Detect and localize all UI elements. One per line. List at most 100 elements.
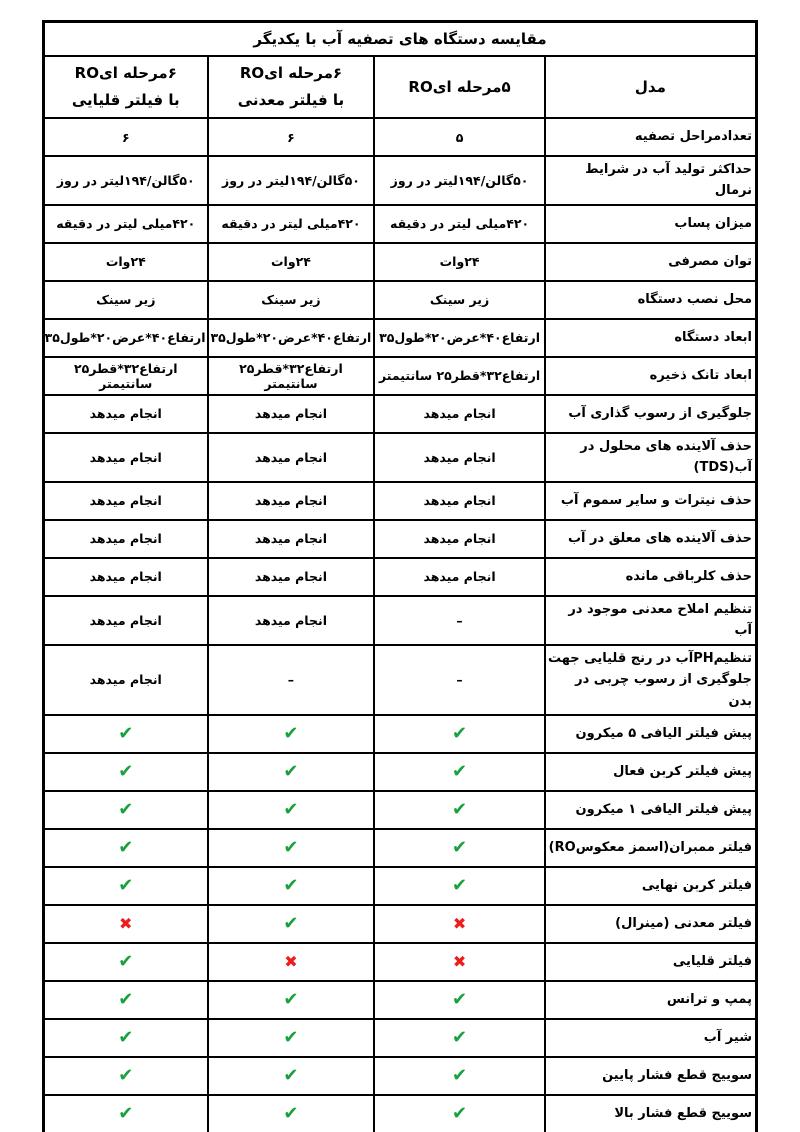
table-row: فیلتر قلیایی ✖ ✖ ✔ [42, 941, 758, 982]
check-icon: ✔ [373, 1093, 546, 1132]
check-icon: ✔ [206, 865, 376, 906]
cell-value: ارتفاع۳۲*قطر۲۵ سانتیمتر [42, 355, 209, 396]
table-row: فیلتر ممبران(اسمز معکوسRO) ✔ ✔ ✔ [42, 827, 758, 868]
cell-value: انجام میدهد [373, 480, 546, 521]
check-icon: ✔ [373, 1055, 546, 1096]
cell-value: انجام میدهد [42, 556, 209, 597]
cell-value: ۵۰گالن/۱۹۴لیتر در روز [206, 155, 376, 206]
row-label: حذف آلاینده های محلول در آب(TDS) [543, 431, 758, 483]
check-icon: ✔ [373, 751, 546, 792]
row-label: فیلتر ممبران(اسمز معکوسRO) [543, 827, 758, 868]
table-row: جلوگیری از رسوب گذاری آب انجام میدهد انجام… [42, 393, 758, 434]
check-icon: ✔ [42, 713, 209, 754]
table-row: فیلتر معدنی (مینرال) ✖ ✔ ✖ [42, 903, 758, 944]
row-label: تنظیم املاح معدنی موجود در آب [543, 594, 758, 646]
check-icon: ✔ [206, 1093, 376, 1132]
cell-value: – [206, 643, 376, 716]
row-label: پیش فیلتر الیافی ۱ میکرون [543, 789, 758, 830]
row-label: ابعاد دستگاه [543, 317, 758, 358]
table-row: میزان پساب ۴۲۰میلی لیتر در دقیقه ۴۲۰میلی ل… [42, 203, 758, 244]
cell-value: زیر سینک [42, 279, 209, 320]
row-label: توان مصرفی [543, 241, 758, 282]
table-row: تنظیم املاح معدنی موجود در آب – انجام میده… [42, 594, 758, 646]
row-label: پیش فیلتر کربن فعال [543, 751, 758, 792]
column-header-model: مدل [543, 55, 758, 119]
row-label: فیلتر معدنی (مینرال) [543, 903, 758, 944]
check-icon: ✔ [206, 713, 376, 754]
table-row: حداکثر تولید آب در شرایط نرمال ۵۰گالن/۱۹۴… [42, 155, 758, 206]
column-header-ro-5-stage: ۵مرحله ایRO [373, 55, 546, 119]
row-label: میزان پساب [543, 203, 758, 244]
table-row: سوییج قطع فشار بالا ✔ ✔ ✔ [42, 1093, 758, 1132]
title-row: مقایسه دستگاه های تصفیه آب با یکدیگر [42, 20, 758, 57]
comparison-table: مقایسه دستگاه های تصفیه آب با یکدیگر مدل… [42, 20, 758, 1132]
check-icon: ✔ [206, 1055, 376, 1096]
cell-value: ۲۴وات [206, 241, 376, 282]
cell-value: انجام میدهد [373, 518, 546, 559]
row-label: سوییج قطع فشار پایین [543, 1055, 758, 1096]
cell-value: – [373, 643, 546, 716]
check-icon: ✔ [42, 827, 209, 868]
table-row: پمپ و ترانس ✔ ✔ ✔ [42, 979, 758, 1020]
cell-value: انجام میدهد [42, 518, 209, 559]
column-header-ro-6-stage-alkaline: ۶مرحله ایRO با فیلتر قلیایی [42, 55, 209, 119]
row-label: جلوگیری از رسوب گذاری آب [543, 393, 758, 434]
check-icon: ✔ [206, 979, 376, 1020]
row-label: پمپ و ترانس [543, 979, 758, 1020]
cell-value: ۶ [42, 117, 209, 157]
cell-value: انجام میدهد [206, 431, 376, 483]
cell-value: ۴۲۰میلی لیتر در دقیقه [42, 203, 209, 244]
check-icon: ✔ [206, 903, 376, 944]
row-label: حذف کلرباقی مانده [543, 556, 758, 597]
table-row: تنظیمPHآب در رنج قلیایی جهت جلوگیری از ر… [42, 643, 758, 716]
cell-value: انجام میدهد [373, 556, 546, 597]
row-label: فیلتر کربن نهایی [543, 865, 758, 906]
table-row: محل نصب دستگاه زیر سینک زیر سینک زیر سینک [42, 279, 758, 320]
cell-value: ۵ [373, 117, 546, 157]
check-icon: ✔ [206, 827, 376, 868]
check-icon: ✔ [206, 751, 376, 792]
cell-value: ۲۴وات [373, 241, 546, 282]
table-row: حذف آلاینده های محلول در آب(TDS) انجام می… [42, 431, 758, 483]
check-icon: ✔ [373, 827, 546, 868]
cell-value: ۶ [206, 117, 376, 157]
cell-value: انجام میدهد [206, 393, 376, 434]
cell-value: ۴۲۰میلی لیتر در دقیقه [373, 203, 546, 244]
table-row: شیر آب ✔ ✔ ✔ [42, 1017, 758, 1058]
row-label: حداکثر تولید آب در شرایط نرمال [543, 155, 758, 206]
cell-value: ارتفاع۴۰*عرض۲۰*طول۳۵ [373, 317, 546, 358]
cell-value: انجام میدهد [373, 393, 546, 434]
cell-value: زیر سینک [206, 279, 376, 320]
cell-value: ارتفاع۳۲*قطر۲۵ سانتیمتر [373, 355, 546, 396]
table-row: تعدادمراحل تصفیه ۵ ۶ ۶ [42, 117, 758, 157]
row-label: فیلتر قلیایی [543, 941, 758, 982]
table-row: حذف کلرباقی مانده انجام میدهد انجام میدهد ا… [42, 556, 758, 597]
comparison-rows: تعدادمراحل تصفیه ۵ ۶ ۶ حداکثر تولید آب در شر… [42, 117, 758, 1132]
check-icon: ✔ [42, 865, 209, 906]
cell-value: انجام میدهد [42, 594, 209, 646]
header-row: مدل ۵مرحله ایRO ۶مرحله ایRO با فیلتر معد… [42, 55, 758, 119]
cell-value: ارتفاع۴۰*عرض۲۰*طول۳۵ [42, 317, 209, 358]
cell-value: زیر سینک [373, 279, 546, 320]
row-label: ابعاد تانک ذخیره [543, 355, 758, 396]
check-icon: ✔ [42, 941, 209, 982]
cell-value: ۵۰گالن/۱۹۴لیتر در روز [42, 155, 209, 206]
check-icon: ✔ [42, 789, 209, 830]
row-label: پیش فیلتر الیافی ۵ میکرون [543, 713, 758, 754]
table-row: پیش فیلتر الیافی ۵ میکرون ✔ ✔ ✔ [42, 713, 758, 754]
check-icon: ✔ [206, 789, 376, 830]
cell-value: انجام میدهد [42, 643, 209, 716]
check-icon: ✔ [42, 1093, 209, 1132]
table-row: ابعاد دستگاه ارتفاع۴۰*عرض۲۰*طول۳۵ ارتفاع۴۰… [42, 317, 758, 358]
cell-value: ۵۰گالن/۱۹۴لیتر در روز [373, 155, 546, 206]
column-header-ro-6-stage-mineral: ۶مرحله ایRO با فیلتر معدنی [206, 55, 376, 119]
row-label: حذف نیترات و سایر سموم آب [543, 480, 758, 521]
row-label: سوییج قطع فشار بالا [543, 1093, 758, 1132]
table-row: توان مصرفی ۲۴وات ۲۴وات ۲۴وات [42, 241, 758, 282]
cell-value: انجام میدهد [373, 431, 546, 483]
table-title: مقایسه دستگاه های تصفیه آب با یکدیگر [42, 20, 758, 57]
table-row: سوییج قطع فشار پایین ✔ ✔ ✔ [42, 1055, 758, 1096]
cross-icon: ✖ [42, 903, 209, 944]
table-row: فیلتر کربن نهایی ✔ ✔ ✔ [42, 865, 758, 906]
cell-value: انجام میدهد [206, 556, 376, 597]
